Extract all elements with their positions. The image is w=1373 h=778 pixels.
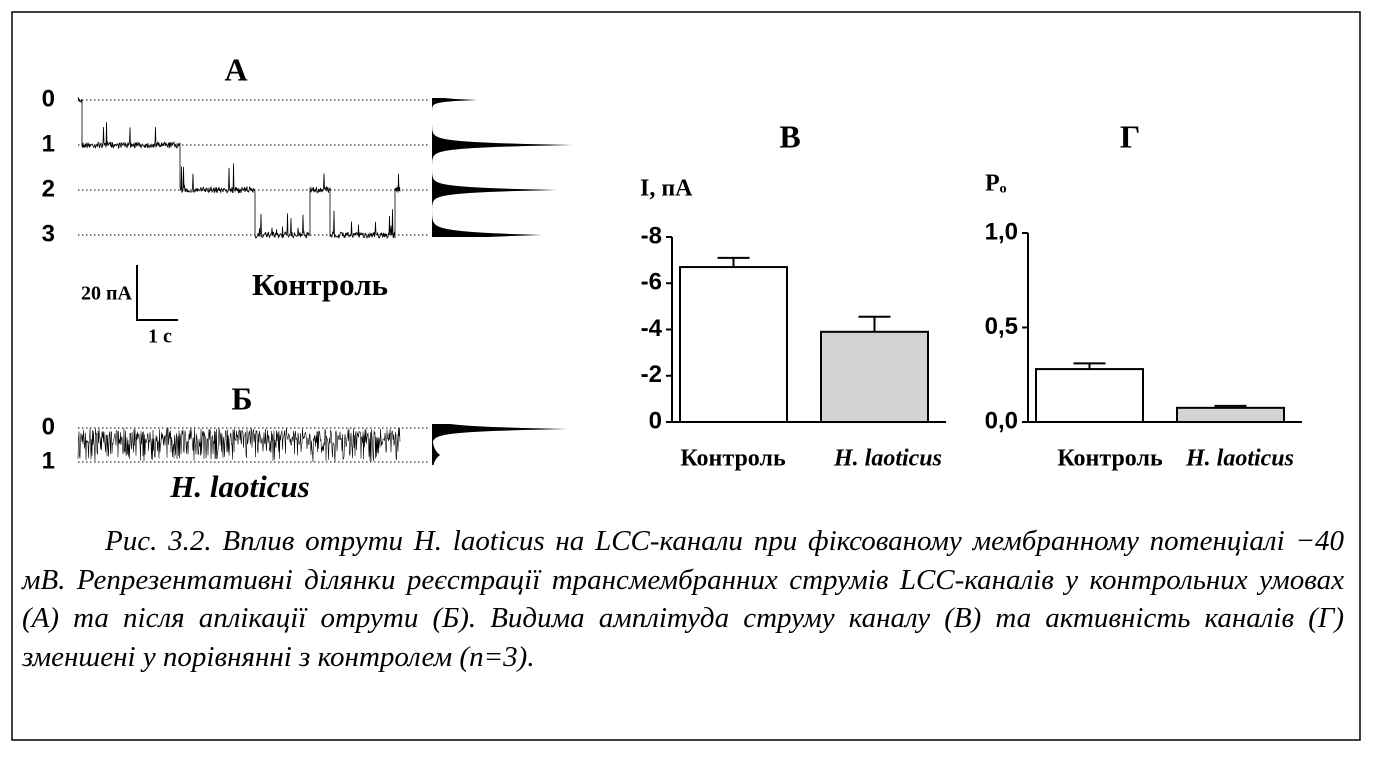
x-tick-label: H. laoticus (1185, 446, 1294, 472)
panel-title: Б (231, 380, 252, 416)
trace (77, 427, 401, 462)
x-tick-label: H. laoticus (833, 446, 942, 472)
y-tick-label: 0,5 (985, 313, 1018, 340)
frame (11, 11, 1361, 741)
error-bar (1214, 404, 1247, 408)
bar (1176, 406, 1285, 424)
y-tick-label: -8 (641, 222, 662, 249)
histogram (432, 424, 567, 465)
bar (679, 266, 788, 423)
trace-label: Контроль (252, 267, 388, 302)
level-label: 0 (42, 413, 55, 440)
y-tick-label: -2 (641, 361, 662, 388)
y-tick-label: 0 (649, 407, 662, 434)
y-tick-label: 0,0 (985, 407, 1018, 434)
level-label: 3 (42, 220, 55, 247)
level-label: 1 (42, 447, 55, 474)
error-bar (1073, 362, 1106, 370)
level-label: 2 (42, 175, 55, 202)
chart-title: Г (1120, 118, 1140, 154)
x-tick-label: Контроль (680, 446, 786, 472)
x-tick-label: Контроль (1057, 446, 1163, 472)
chart-title: В (779, 118, 800, 154)
bar (1035, 368, 1144, 423)
error-bar (717, 256, 750, 268)
bar (820, 330, 929, 423)
trace-label: H. laoticus (169, 469, 310, 504)
histogram (432, 98, 572, 237)
y-tick-label: 1,0 (985, 218, 1018, 245)
error-bar (858, 315, 891, 332)
y-tick-label: -6 (641, 269, 662, 296)
caption: Рис. 3.2. Вплив отрути H. laoticus на LC… (22, 525, 1344, 673)
y-tick-label: -4 (641, 315, 663, 342)
axis-label: I, пА (640, 176, 693, 202)
level-label: 0 (42, 85, 55, 112)
trace (77, 96, 401, 240)
scale-bar (136, 265, 178, 321)
level-label: 1 (42, 130, 55, 157)
panel-title: А (224, 51, 247, 87)
axis-label: Pₒ (985, 171, 1007, 197)
scale-label: 1 с (148, 326, 172, 348)
scale-label: 20 пА (81, 283, 133, 305)
